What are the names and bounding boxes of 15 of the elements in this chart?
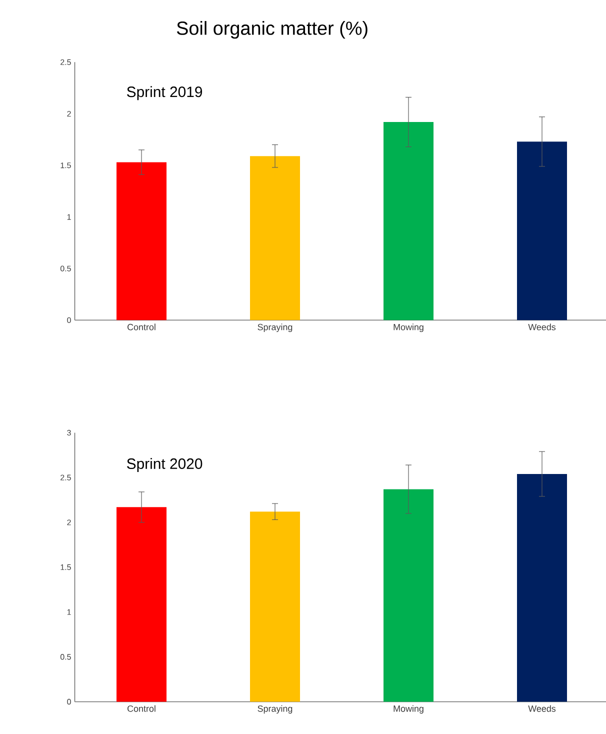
bar [384, 122, 434, 320]
x-tick-label: Weeds [528, 705, 556, 712]
text: Sprint 2020 [127, 458, 202, 472]
chart-title: Soil organic matter (%) [176, 21, 368, 39]
bar [116, 162, 167, 320]
x-tick-label: Spraying [258, 705, 292, 714]
x-tick-label: Mowing [394, 324, 424, 332]
x-tick-label: Spraying [258, 324, 292, 332]
x-tick-label: Mowing [394, 705, 424, 714]
x-tick-label: Control [128, 705, 156, 712]
x-tick-label: Weeds [528, 324, 556, 330]
text: Sprint 2019 [127, 86, 202, 100]
bar [250, 156, 300, 320]
bar [517, 142, 568, 320]
x-tick-label: Control [128, 324, 156, 330]
